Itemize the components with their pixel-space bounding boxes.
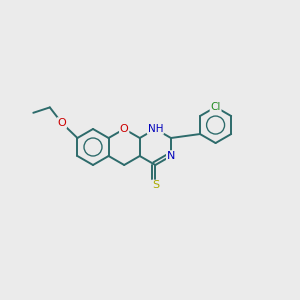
Text: N: N xyxy=(167,151,175,161)
Text: O: O xyxy=(120,124,129,134)
Text: NH: NH xyxy=(148,124,163,134)
Text: O: O xyxy=(57,118,66,128)
Text: Cl: Cl xyxy=(210,102,221,112)
Text: S: S xyxy=(152,180,159,190)
